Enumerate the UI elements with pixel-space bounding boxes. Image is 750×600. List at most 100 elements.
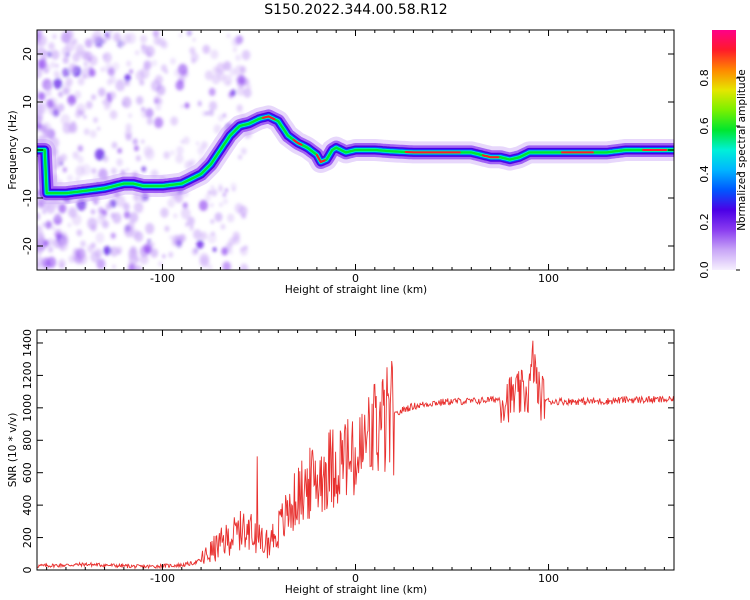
noise-blob [80,240,86,248]
noise-blob [61,67,71,78]
noise-blob [117,147,123,154]
noise-blob [234,202,244,214]
noise-blob [125,168,130,172]
noise-blob [230,89,237,97]
colorbar-gradient [712,30,736,270]
noise-blob [183,136,190,145]
noise-blob [223,61,232,71]
noise-blob [37,212,41,221]
noise-blob [158,261,163,267]
noise-blob [187,216,195,226]
noise-blob [145,223,155,235]
noise-blob [116,39,124,48]
snr-series-line [37,340,674,570]
colorbar-tick-label: 0.6 [698,117,711,135]
noise-blob [47,246,54,253]
noise-blob [51,49,60,60]
noise-blob [120,169,126,176]
noise-blob [52,33,57,40]
snr-xtick-label: 0 [352,572,359,585]
spectrogram-ylabel: Frequency (Hz) [7,110,19,189]
noise-blob [140,196,145,203]
noise-blob [239,263,249,270]
noise-blob [58,203,67,214]
noise-blob [128,113,133,119]
noise-blob [133,192,141,202]
snr-xtick-label: 100 [538,572,559,585]
noise-blob [46,99,54,109]
noise-blob [153,95,161,104]
noise-blob [55,63,59,68]
snr-ytick-label: 400 [21,495,34,516]
noise-blob [241,49,251,61]
noise-blob [116,158,123,167]
noise-blob [177,63,188,76]
noise-blob [211,231,215,236]
noise-blob [163,151,170,160]
noise-blob [107,67,116,77]
noise-blob [167,198,175,208]
noise-blob [64,30,74,41]
noise-blob [236,104,243,112]
noise-blob [71,38,78,45]
noise-blob [38,91,46,101]
noise-blob [60,153,68,162]
noise-blob [210,219,215,224]
noise-blob [164,69,169,74]
noise-blob [180,207,191,220]
noise-blob [42,222,46,228]
noise-blob [62,56,69,64]
noise-blob [154,117,164,129]
chart-title: S150.2022.344.00.58.R12 [264,2,447,18]
noise-blob [228,237,236,246]
noise-blob [97,126,101,131]
noise-blob [191,248,198,256]
noise-blob [150,169,159,179]
noise-blob [76,229,83,237]
noise-blob [75,165,85,177]
noise-blob [122,41,126,46]
noise-blob [68,207,77,218]
noise-blob [47,51,53,58]
noise-blob [104,31,110,38]
noise-blob [50,61,56,69]
spectrogram-ytick-label: 10 [21,95,34,109]
noise-blob [107,198,115,207]
noise-blob [147,238,152,244]
spectrogram-xtick-label: -100 [150,272,175,285]
noise-blob [58,239,69,252]
noise-blob [204,70,214,81]
noise-blob [62,167,68,173]
noise-blob [143,243,153,254]
noise-blob [139,253,149,265]
noise-blob [67,222,72,228]
noise-blob [231,37,240,47]
noise-blob [67,174,73,182]
noise-blob [155,103,162,111]
noise-blob [37,30,40,36]
noise-blob [58,258,66,269]
spectrogram-plot-area [37,30,674,270]
noise-blob [132,138,138,145]
noise-blob [175,153,184,164]
noise-blob [220,223,226,230]
noise-blob [141,139,145,144]
noise-blob [141,109,149,119]
noise-blob [82,74,87,79]
noise-blob [47,83,53,90]
noise-blob [176,145,184,155]
noise-blob [134,50,140,56]
noise-blob [193,229,202,240]
noise-blob [174,192,183,204]
noise-blob [126,32,137,44]
noise-blob [76,198,87,211]
noise-blob [117,250,121,255]
noise-blob [37,224,41,232]
noise-blob [106,92,111,98]
noise-blob [83,128,90,136]
noise-blob [81,50,90,61]
noise-blob [170,57,176,65]
noise-blob [37,262,44,270]
